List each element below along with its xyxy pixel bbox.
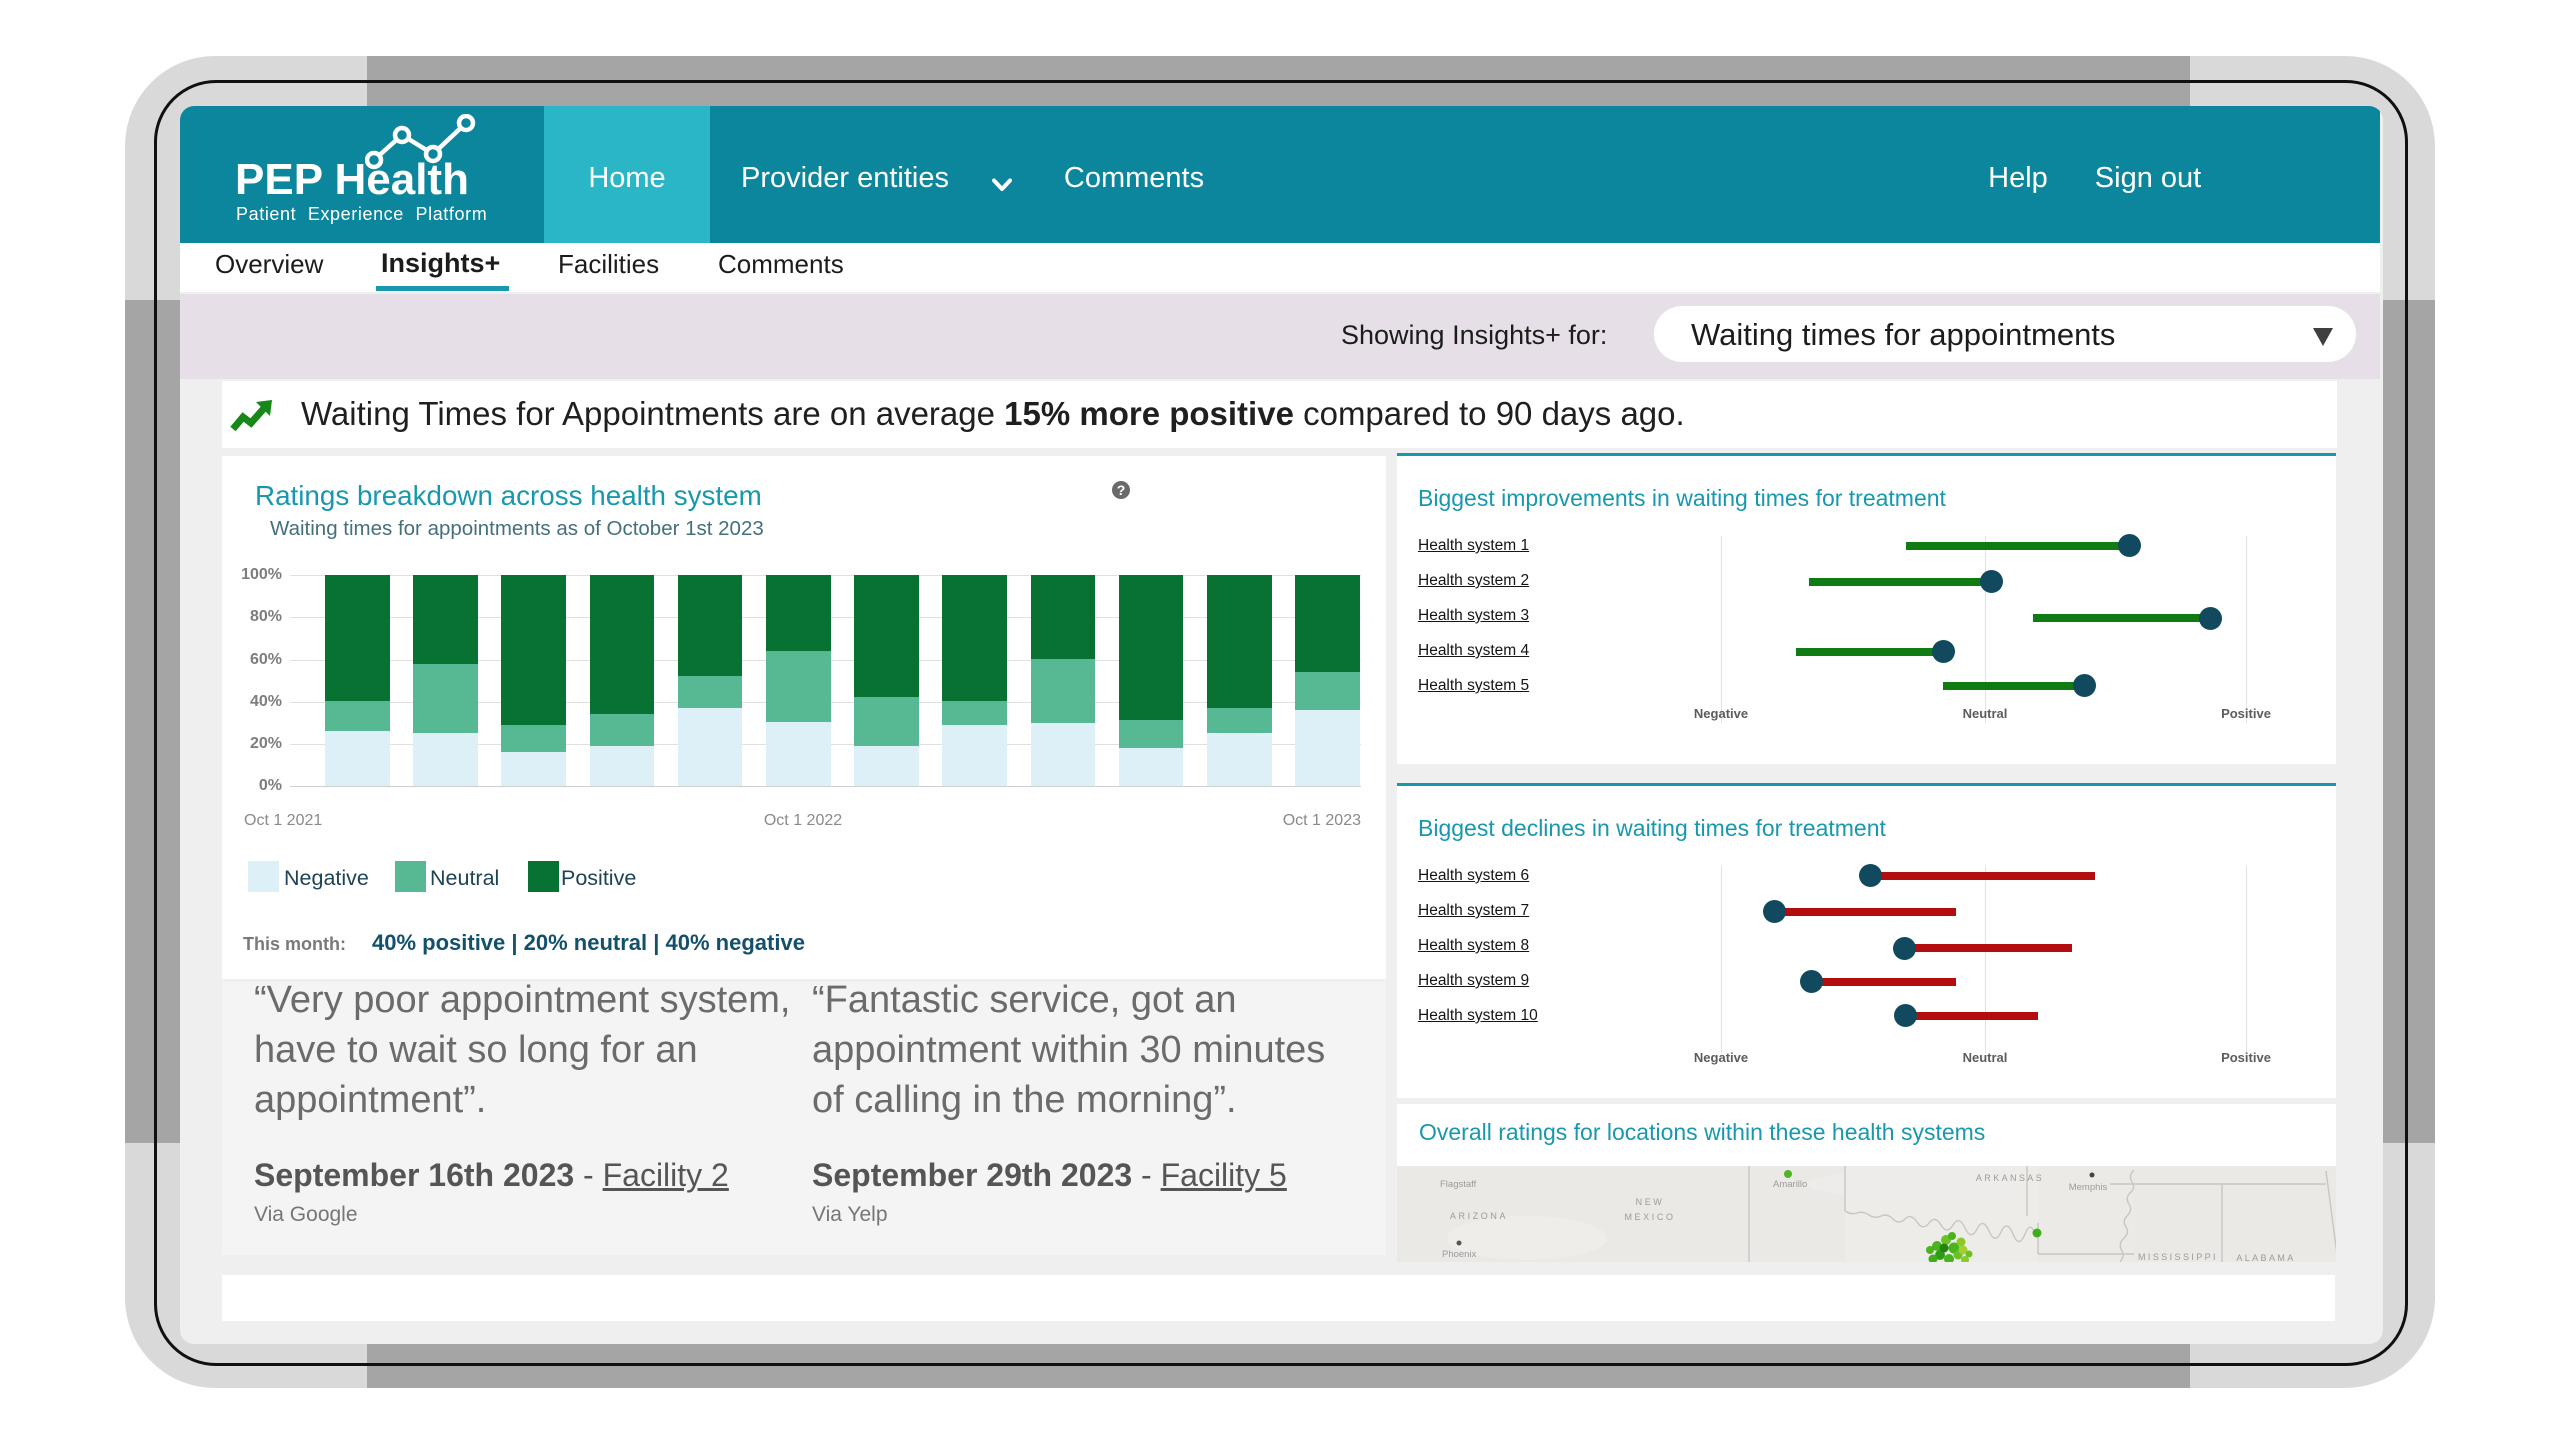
svg-text:Flagstaff: Flagstaff (1440, 1179, 1477, 1190)
svg-text:ARKANSAS: ARKANSAS (1976, 1173, 2044, 1183)
svg-text:MISSISSIPPI: MISSISSIPPI (2138, 1252, 2218, 1262)
svg-text:ALABAMA: ALABAMA (2236, 1253, 2295, 1262)
svg-text:NEW: NEW (1636, 1197, 1665, 1207)
svg-text:ARIZONA: ARIZONA (1450, 1211, 1508, 1221)
svg-text:Memphis: Memphis (2069, 1182, 2108, 1193)
svg-text:Amarillo: Amarillo (1773, 1179, 1807, 1190)
svg-text:Phoenix: Phoenix (1442, 1249, 1477, 1260)
svg-text:MEXICO: MEXICO (1624, 1212, 1675, 1222)
